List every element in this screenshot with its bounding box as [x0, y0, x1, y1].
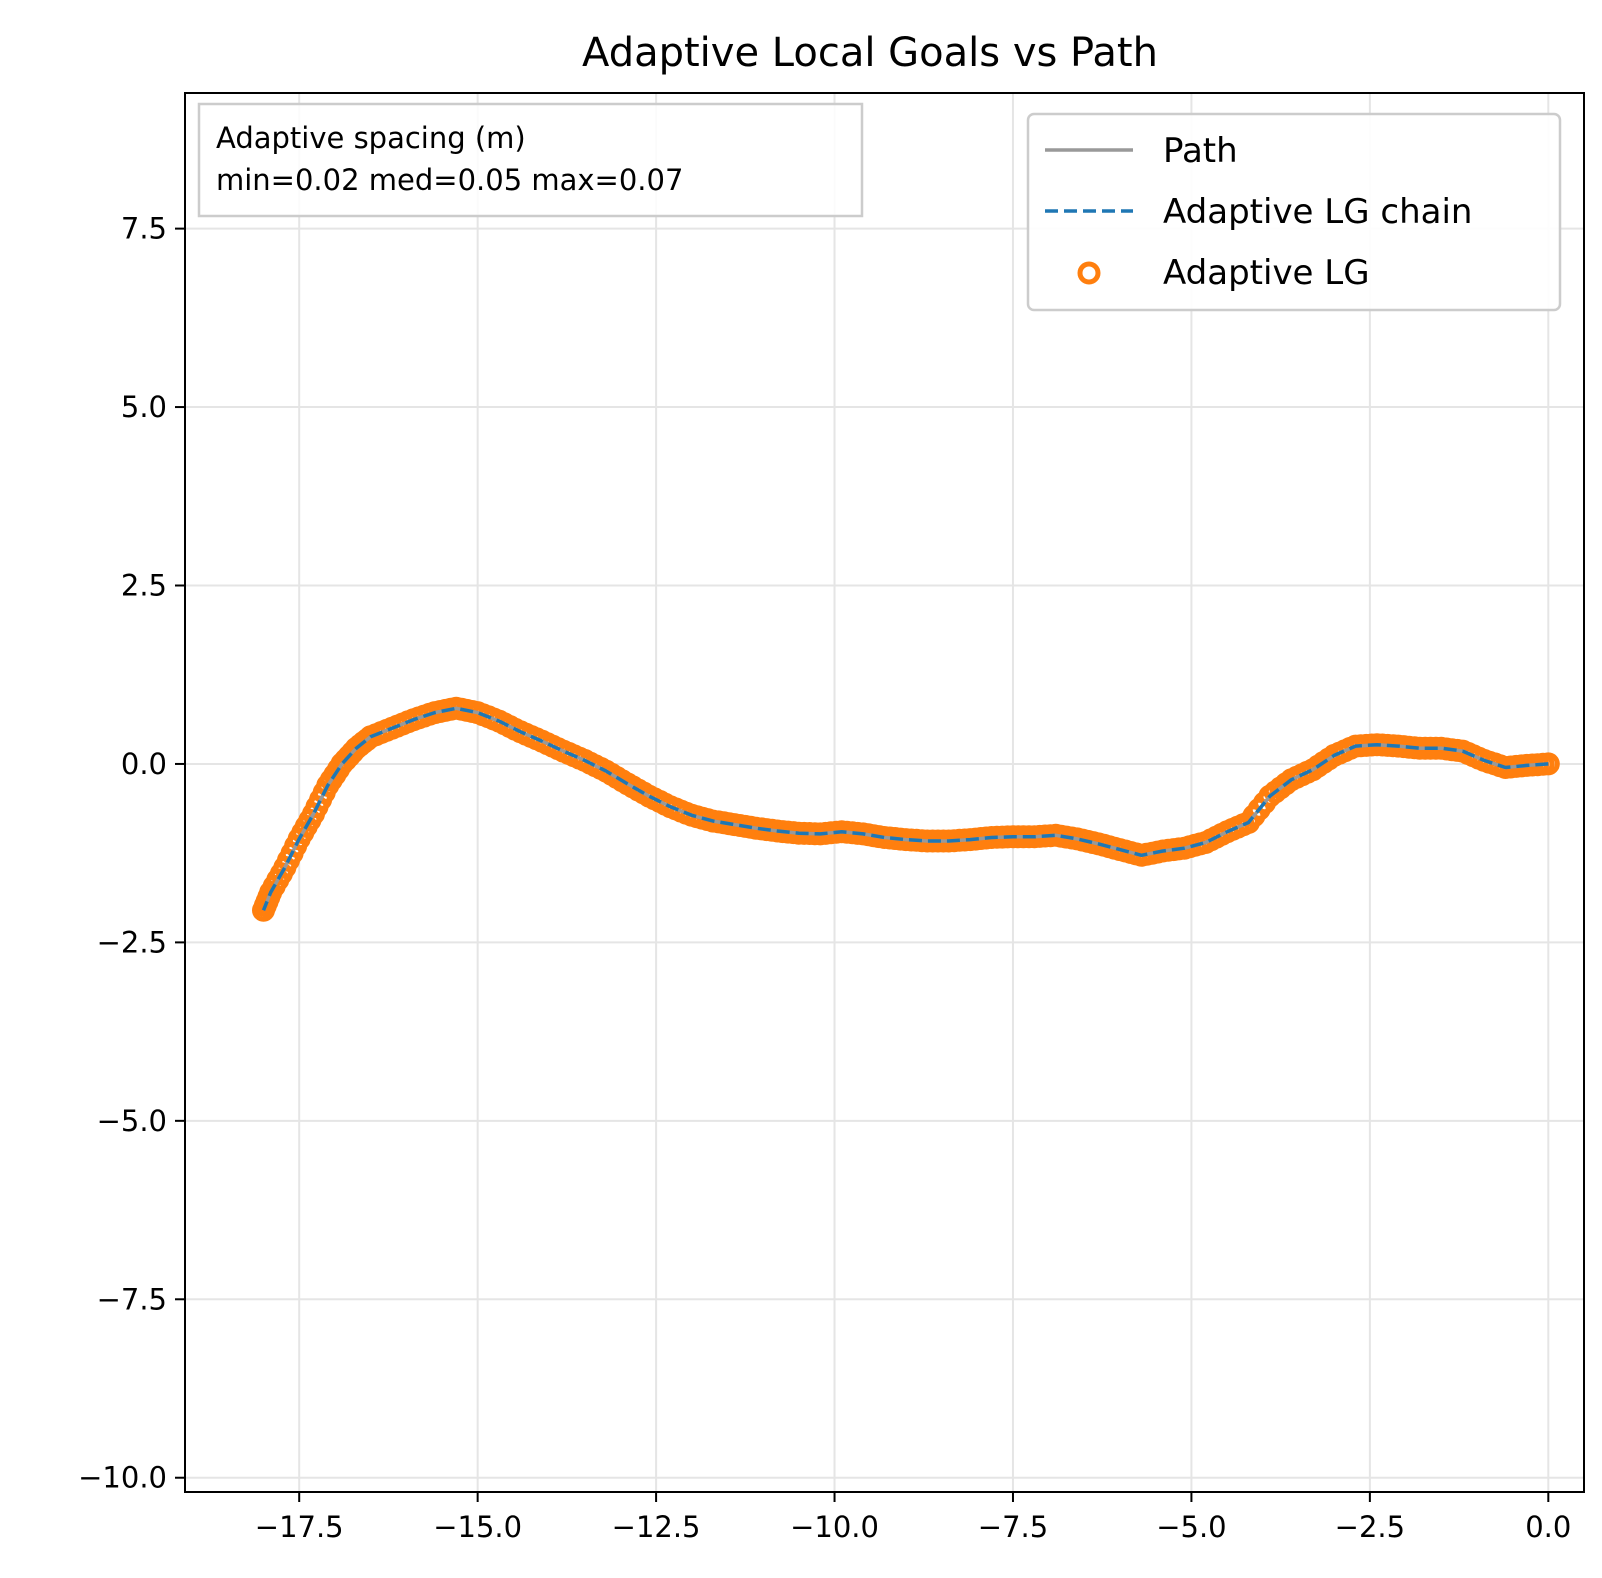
- annotation-line-1: Adaptive spacing (m): [216, 121, 526, 155]
- y-tick-label: −7.5: [97, 1282, 167, 1316]
- legend-lg-swatch: [1077, 261, 1101, 285]
- adaptive-lg-point: [252, 898, 275, 922]
- grid-lines: [185, 93, 1584, 1492]
- x-tick-label: −10.0: [790, 1510, 879, 1544]
- plot-area: [252, 696, 1560, 922]
- spacing-annotation-box: Adaptive spacing (m) min=0.02 med=0.05 m…: [197, 102, 864, 218]
- axis-ticks: −17.5 −15.0 −12.5 −10.0 −7.5 −5.0 −2.5 0.0 −10.0…: [78, 212, 1571, 1544]
- y-tick-label: 5.0: [121, 390, 167, 424]
- legend-lg-label: Adaptive LG: [1163, 253, 1370, 293]
- legend-chain-label: Adaptive LG chain: [1163, 192, 1472, 232]
- adaptive-lg-chain-line: [261, 706, 1549, 911]
- x-tick-label: −2.5: [1335, 1510, 1405, 1544]
- y-tick-label: −10.0: [78, 1461, 167, 1495]
- annotation-frame: [197, 102, 864, 218]
- chart-title: Adaptive Local Goals vs Path: [582, 30, 1158, 76]
- x-tick-label: −7.5: [978, 1510, 1048, 1544]
- y-tick-label: 2.5: [121, 569, 167, 603]
- y-tick-label: 7.5: [121, 212, 167, 246]
- legend-frame: [1026, 112, 1562, 312]
- x-tick-label: −5.0: [1156, 1510, 1226, 1544]
- y-tick-label: −5.0: [97, 1104, 167, 1138]
- legend: Path Adaptive LG chain Adaptive LG: [1026, 112, 1562, 312]
- y-tick-label: 0.0: [121, 747, 167, 781]
- axes-frame: [184, 92, 1585, 1493]
- x-tick-label: 0.0: [1525, 1510, 1571, 1544]
- y-tick-label: −2.5: [97, 925, 167, 959]
- legend-path-label: Path: [1163, 131, 1238, 171]
- x-tick-label: −17.5: [255, 1510, 344, 1544]
- x-tick-label: −12.5: [612, 1510, 701, 1544]
- annotation-line-2: min=0.02 med=0.05 max=0.07: [216, 163, 683, 197]
- x-tick-label: −15.0: [433, 1510, 522, 1544]
